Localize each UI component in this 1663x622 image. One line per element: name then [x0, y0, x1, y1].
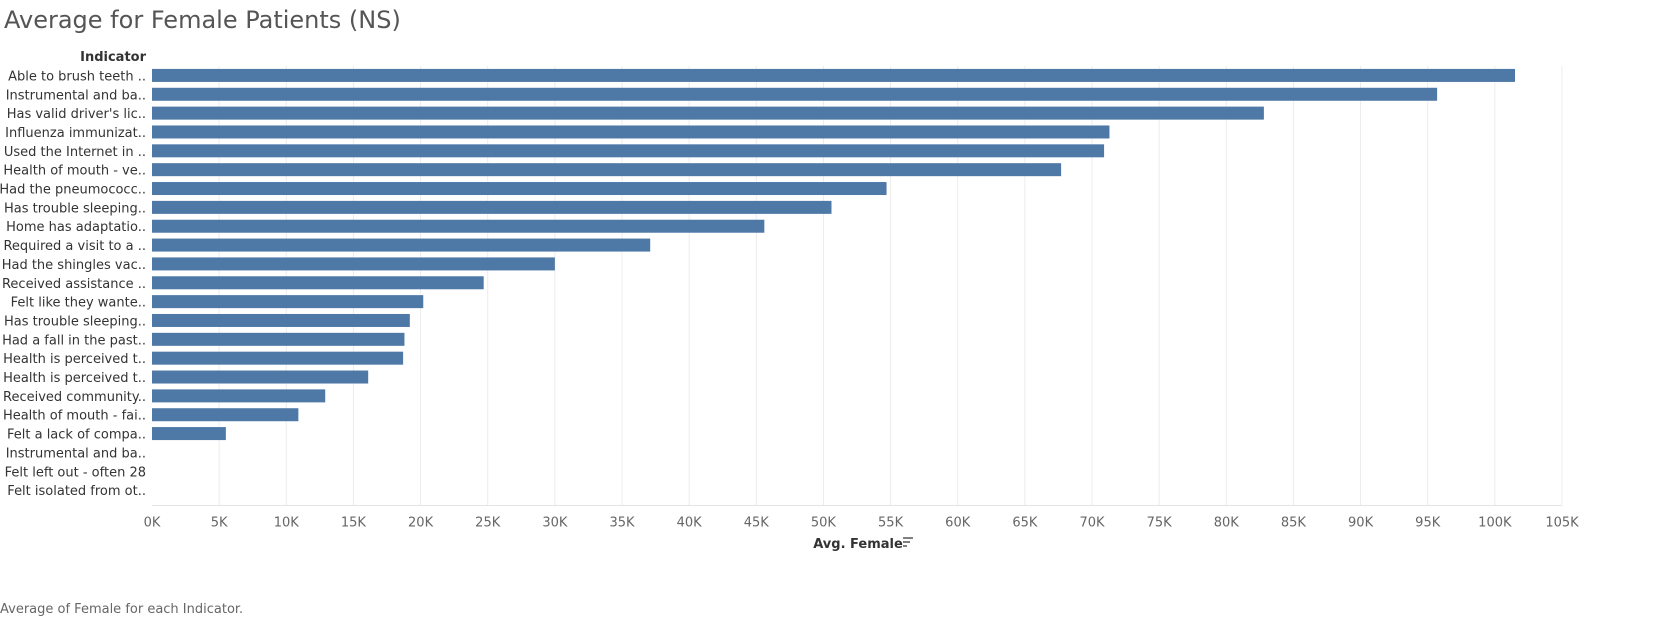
bar[interactable] — [152, 163, 1062, 177]
category-label[interactable]: Used the Internet in .. — [4, 145, 146, 160]
category-label[interactable]: Required a visit to a .. — [3, 239, 146, 254]
category-label[interactable]: Home has adaptatio.. — [6, 220, 146, 235]
x-tick-label: 95K — [1415, 516, 1441, 531]
x-axis-title: Avg. Female — [813, 537, 903, 552]
gridlines — [152, 66, 1563, 507]
x-tick-label: 105K — [1545, 516, 1579, 531]
category-label[interactable]: Instrumental and ba.. — [6, 446, 146, 461]
x-tick-label: 80K — [1214, 516, 1240, 531]
category-label[interactable]: Felt isolated from ot.. — [7, 484, 146, 499]
category-label[interactable]: Health of mouth - ve.. — [3, 164, 146, 179]
bar[interactable] — [152, 295, 424, 309]
category-label[interactable]: Instrumental and ba.. — [6, 88, 146, 103]
bar[interactable] — [152, 182, 887, 196]
x-tick-label: 5K — [211, 516, 228, 531]
bar[interactable] — [152, 219, 765, 233]
category-label[interactable]: Has trouble sleeping.. — [4, 314, 146, 329]
bar[interactable] — [152, 389, 326, 403]
x-tick-label: 75K — [1147, 516, 1173, 531]
bar-chart: Able to brush teeth .. Instrumental and b… — [0, 50, 1580, 552]
bar[interactable] — [152, 125, 1110, 139]
bar[interactable] — [152, 257, 555, 271]
bar[interactable] — [152, 238, 651, 252]
category-label[interactable]: Had a fall in the past.. — [2, 333, 146, 348]
bar[interactable] — [152, 87, 1438, 101]
sort-descending-icon[interactable] — [903, 537, 913, 547]
category-label[interactable]: Health is perceived t.. — [3, 371, 146, 386]
x-tick-label: 100K — [1478, 516, 1512, 531]
x-tick-label: 25K — [475, 516, 501, 531]
bar[interactable] — [152, 370, 369, 384]
bar[interactable] — [152, 144, 1105, 158]
x-tick-label: 35K — [609, 516, 635, 531]
category-label[interactable]: Influenza immunizat.. — [5, 126, 146, 141]
category-label[interactable]: Has trouble sleeping.. — [4, 201, 146, 216]
bar[interactable] — [152, 106, 1264, 120]
category-labels: Able to brush teeth .. Instrumental and b… — [0, 69, 146, 499]
category-label[interactable]: Had the pneumococc.. — [0, 183, 146, 198]
x-tick-label: 45K — [744, 516, 770, 531]
category-label[interactable]: Felt a lack of compa.. — [7, 428, 146, 443]
category-label[interactable]: Has valid driver's lic.. — [7, 107, 146, 122]
x-tick-label: 65K — [1012, 516, 1038, 531]
bar[interactable] — [152, 200, 832, 214]
category-label[interactable]: Able to brush teeth .. — [8, 69, 146, 84]
category-label[interactable]: Health is perceived t.. — [3, 352, 146, 367]
bar[interactable] — [152, 427, 226, 441]
chart-title: Average for Female Patients (NS) — [4, 6, 401, 34]
category-label[interactable]: Received community.. — [3, 390, 146, 405]
x-tick-label: 60K — [945, 516, 971, 531]
bar[interactable] — [152, 351, 404, 365]
x-axis-ticks: 0K 5K 10K 15K 20K 25K 30K 35K 40K 45K 50K 55K 60K 65K… — [144, 516, 1580, 531]
x-tick-label: 0K — [144, 516, 161, 531]
x-tick-label: 15K — [341, 516, 367, 531]
x-tick-label: 40K — [677, 516, 703, 531]
category-label[interactable]: Received assistance .. — [2, 277, 146, 292]
bar[interactable] — [152, 276, 484, 290]
chart-caption: Average of Female for each Indicator. — [0, 602, 244, 617]
bar[interactable] — [152, 68, 1515, 82]
category-label[interactable]: Felt like they wante.. — [11, 296, 146, 311]
category-label[interactable]: Health of mouth - fai.. — [3, 409, 146, 424]
x-tick-label: 70K — [1079, 516, 1105, 531]
x-tick-label: 85K — [1281, 516, 1307, 531]
x-tick-label: 55K — [878, 516, 904, 531]
category-label[interactable]: Had the shingles vac.. — [2, 258, 146, 273]
x-tick-label: 10K — [274, 516, 300, 531]
category-label[interactable]: Felt left out - often 28 — [5, 465, 146, 480]
x-tick-label: 20K — [408, 516, 434, 531]
bar[interactable] — [152, 313, 410, 327]
y-axis-title: Indicator — [80, 50, 146, 65]
bar[interactable] — [152, 332, 405, 346]
bar[interactable] — [152, 408, 299, 422]
x-tick-label: 30K — [542, 516, 568, 531]
x-tick-label: 50K — [811, 516, 837, 531]
x-tick-label: 90K — [1348, 516, 1374, 531]
bars — [152, 68, 1515, 441]
